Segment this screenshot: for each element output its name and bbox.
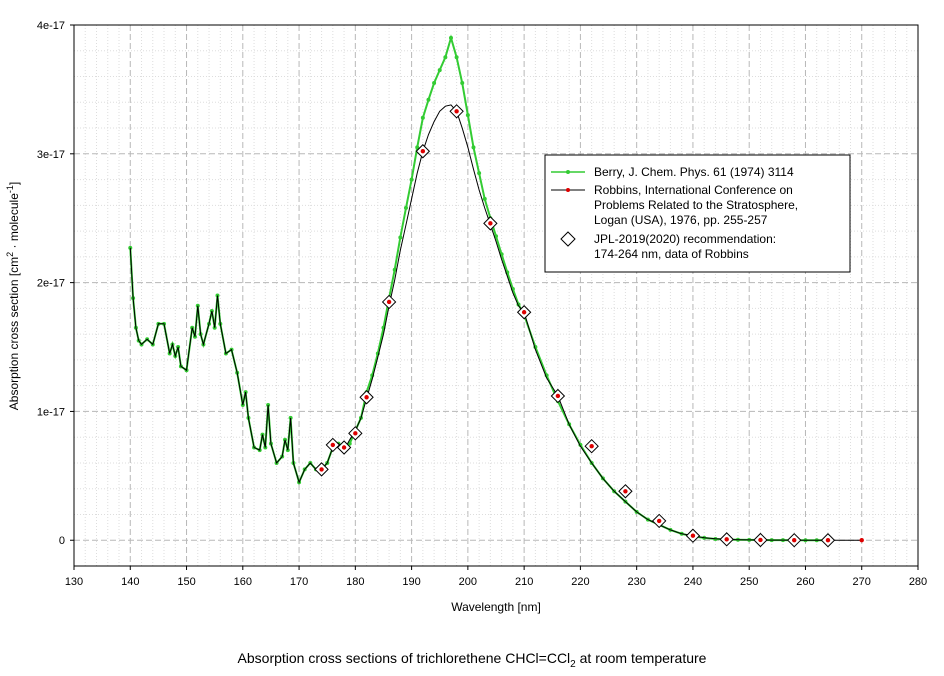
x-tick-label: 170 <box>290 576 308 588</box>
figure-caption: Absorption cross sections of trichloreth… <box>0 650 944 670</box>
berry-point <box>403 205 408 210</box>
x-tick-label: 200 <box>459 576 477 588</box>
legend-robbins-text-1: Robbins, International Conference on <box>594 183 793 197</box>
x-tick-label: 270 <box>853 576 871 588</box>
x-tick-label: 130 <box>65 576 83 588</box>
berry-point <box>443 55 448 60</box>
robbins-point <box>341 445 347 450</box>
y-axis-title-mid: · molecule <box>7 193 21 252</box>
legend-jpl-text-1: JPL-2019(2020) recommendation: <box>594 232 776 246</box>
legend-berry-dot <box>566 170 570 174</box>
legend-robbins-text-2: Problems Related to the Stratosphere, <box>594 198 798 212</box>
x-tick-label: 210 <box>515 576 533 588</box>
berry-point <box>392 267 397 272</box>
y-tick-label: 1e-17 <box>37 406 65 418</box>
y-axis-title-end: ] <box>7 182 21 185</box>
y-tick-label: 2e-17 <box>37 278 65 290</box>
legend-jpl-diamond <box>560 231 576 247</box>
x-tick-label: 150 <box>177 576 195 588</box>
x-axis-title: Wavelength [nm] <box>451 600 541 614</box>
y-axis-title-sup1: 2 <box>5 252 15 257</box>
x-tick-label: 160 <box>234 576 252 588</box>
y-axis: 0 1e-17 2e-17 3e-17 4e-17 <box>37 20 74 547</box>
robbins-point <box>364 395 369 400</box>
robbins-point <box>792 537 797 543</box>
robbins-point <box>589 444 594 449</box>
x-tick-label: 260 <box>796 576 814 588</box>
caption-after: at room temperature <box>575 650 707 666</box>
x-tick-label: 250 <box>740 576 758 588</box>
y-axis-title: Absorption cross section [cm2 · molecule… <box>5 182 21 410</box>
berry-point <box>415 145 420 150</box>
berry-point <box>437 68 442 73</box>
robbins-point <box>859 538 864 543</box>
robbins-point <box>758 537 763 543</box>
berry-point <box>409 177 414 182</box>
robbins-point <box>521 310 527 315</box>
robbins-point <box>724 537 729 542</box>
robbins-point <box>319 467 324 472</box>
plot-frame <box>73 24 919 567</box>
robbins-point <box>420 149 426 154</box>
berry-point <box>432 80 437 85</box>
series-robbins-line <box>129 104 862 541</box>
y-tick-label: 0 <box>59 535 65 547</box>
robbins-point <box>488 221 493 226</box>
berry-point <box>448 35 453 40</box>
legend-berry-text: Berry, J. Chem. Phys. 61 (1974) 3114 <box>594 165 794 179</box>
x-tick-label: 140 <box>121 576 139 588</box>
berry-point <box>482 196 487 201</box>
berry-point <box>420 115 425 120</box>
berry-point <box>477 171 482 176</box>
legend-jpl-text-2: 174-264 nm, data of Robbins <box>594 247 749 261</box>
caption-before: Absorption cross sections of trichloreth… <box>237 650 571 666</box>
robbins-point <box>386 299 392 305</box>
berry-point <box>454 55 459 60</box>
markers-layer <box>314 104 864 548</box>
berry-point <box>471 145 476 150</box>
robbins-point <box>330 442 336 448</box>
x-tick-label: 220 <box>571 576 589 588</box>
robbins-point <box>555 393 561 399</box>
x-tick-label: 180 <box>346 576 364 588</box>
x-tick-label: 280 <box>909 576 927 588</box>
y-axis-title-sup2: -1 <box>5 185 15 193</box>
berry-point <box>398 235 403 240</box>
berry-point <box>465 113 470 118</box>
robbins-point <box>825 538 831 543</box>
robbins-point <box>690 533 696 538</box>
berry-point <box>426 97 431 102</box>
legend-robbins-text-3: Logan (USA), 1976, pp. 255-257 <box>594 213 768 227</box>
series-layer <box>128 34 862 543</box>
robbins-point <box>353 431 358 436</box>
legend-robbins-dot <box>566 188 570 192</box>
legend: Berry, J. Chem. Phys. 61 (1974) 3114 Rob… <box>544 154 851 273</box>
y-axis-title-main: Absorption cross section [cm <box>7 257 21 410</box>
x-tick-label: 190 <box>402 576 420 588</box>
caption-sub: 2 <box>570 658 576 670</box>
x-axis: 130 140 150 160 170 180 190 200 210 220 230 240 250 2… <box>65 566 927 588</box>
robbins-point <box>454 109 459 114</box>
legend-box <box>544 154 851 273</box>
x-tick-label: 230 <box>627 576 645 588</box>
y-tick-label: 4e-17 <box>37 20 65 32</box>
berry-point <box>460 80 465 85</box>
y-tick-label: 3e-17 <box>37 149 65 161</box>
robbins-point <box>656 518 662 524</box>
grid <box>73 24 919 567</box>
x-tick-label: 240 <box>684 576 702 588</box>
robbins-point <box>623 489 628 494</box>
